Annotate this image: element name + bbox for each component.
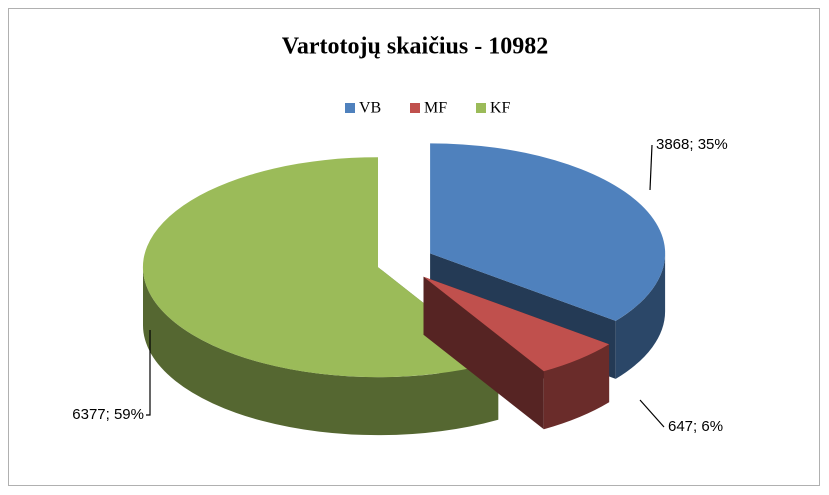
legend-label: VB xyxy=(359,100,381,117)
slice xyxy=(430,143,666,321)
legend-swatch xyxy=(410,103,420,113)
legend-swatch xyxy=(476,103,486,113)
leader-line xyxy=(639,399,665,428)
legend-label: KF xyxy=(490,100,511,117)
leader-line xyxy=(146,330,151,416)
slice xyxy=(423,276,610,372)
data-label: 6377; 59% xyxy=(72,406,144,423)
slice-outer-side xyxy=(543,344,610,430)
slice-outer-side xyxy=(143,267,499,436)
legend-label: MF xyxy=(424,100,447,117)
chart-title: Vartotojų skaičius - 10982 xyxy=(282,34,548,60)
slice xyxy=(142,157,499,378)
slice-cut-side xyxy=(423,276,544,430)
data-label: 647; 6% xyxy=(668,418,723,435)
leader-line xyxy=(649,144,653,191)
slice-outer-side xyxy=(615,253,666,379)
data-label: 3868; 35% xyxy=(656,136,728,153)
legend-swatch xyxy=(345,103,355,113)
